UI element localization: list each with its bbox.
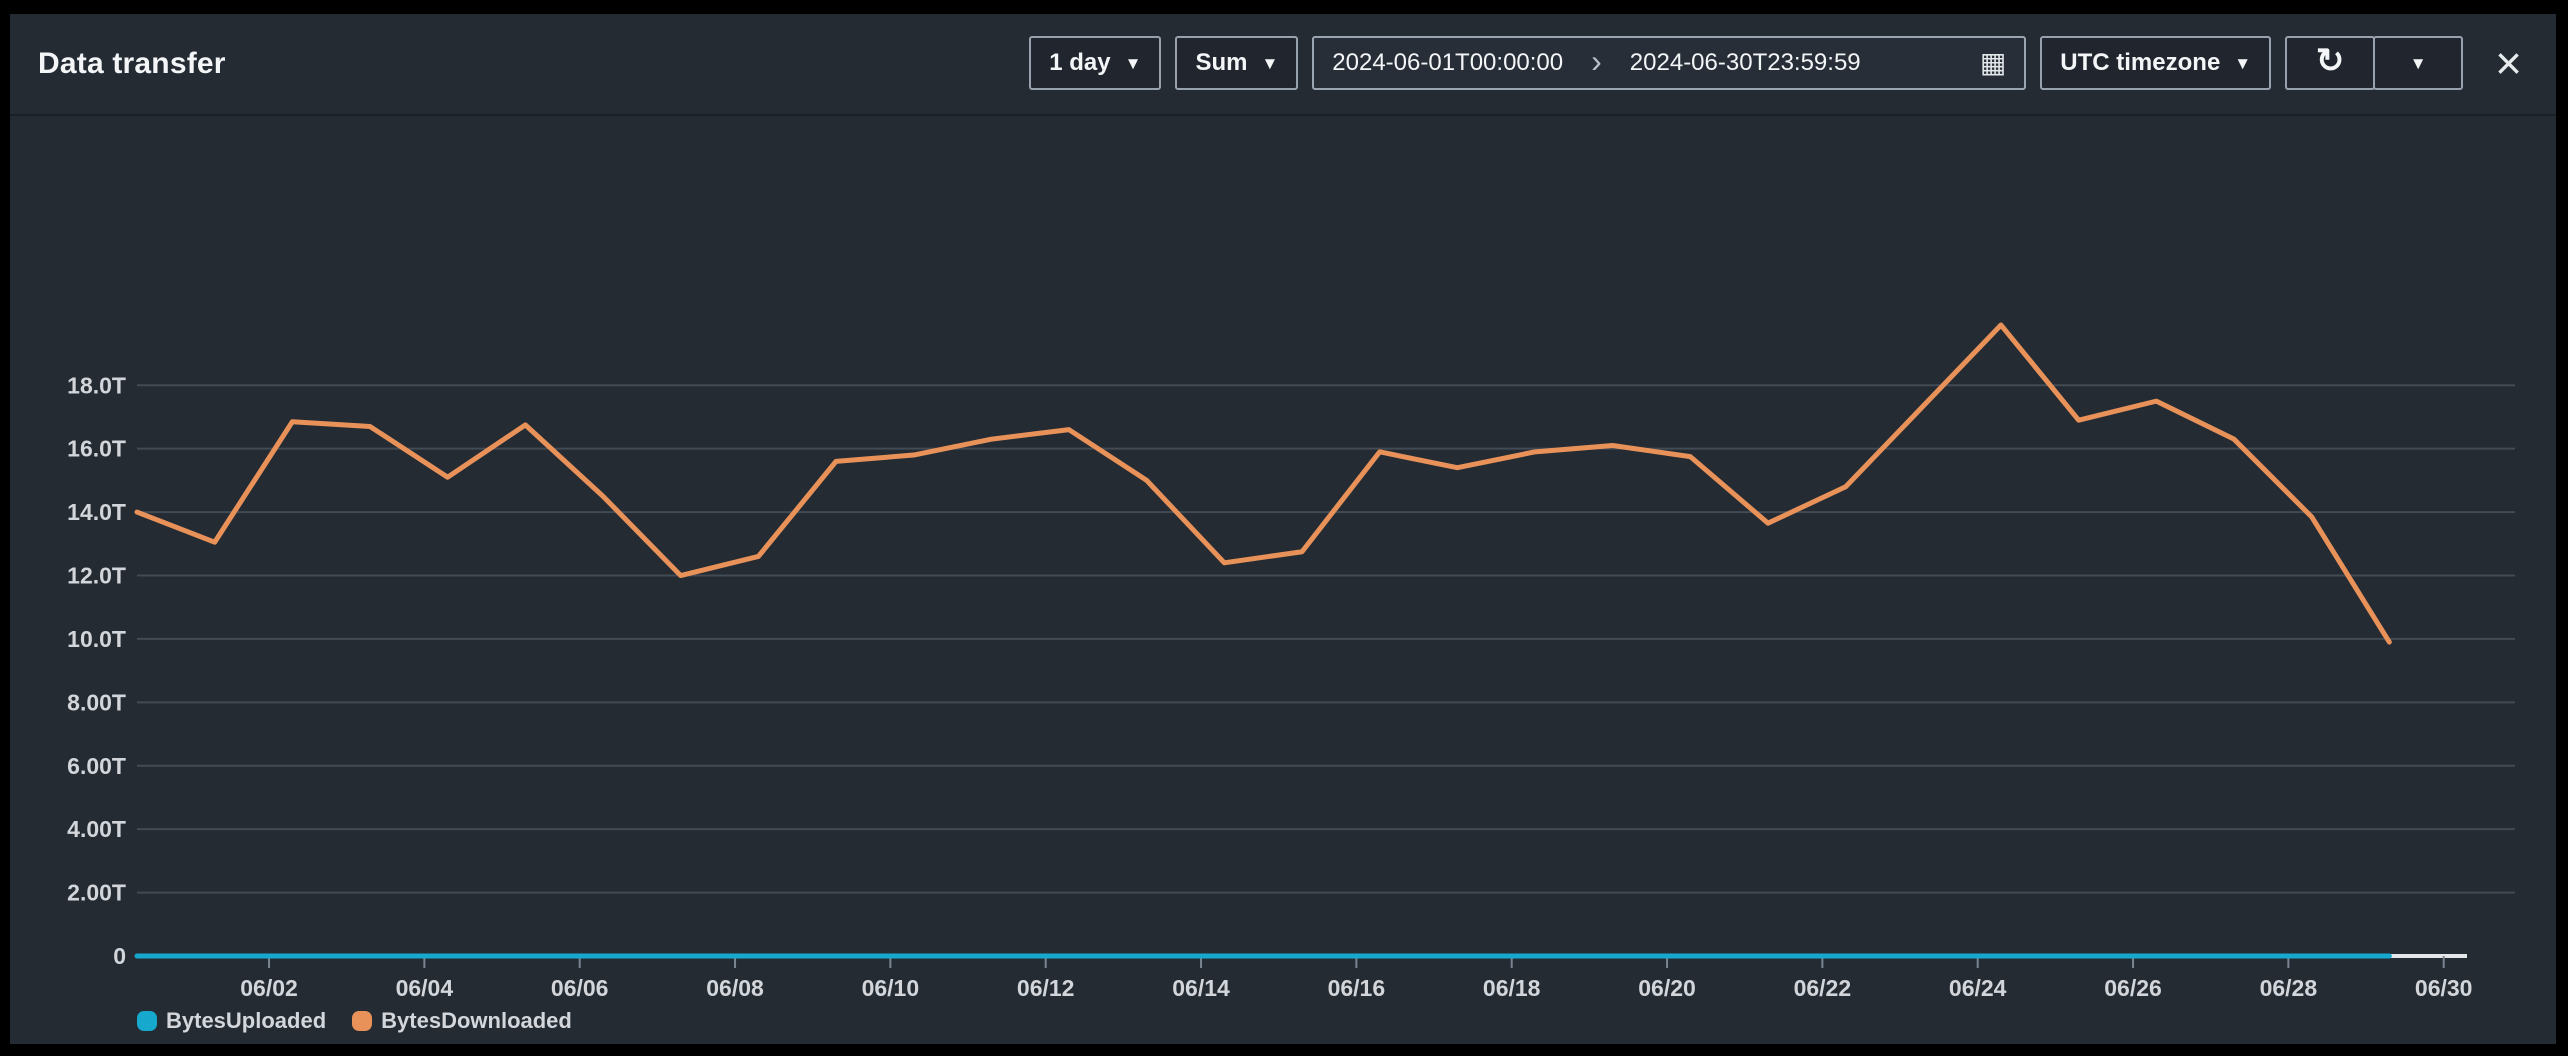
chevron-right-icon: › <box>1591 45 1602 77</box>
refresh-button[interactable]: ↻ <box>2285 36 2375 90</box>
widget-header: Data transfer 1 day ▼ Sum ▼ 2024-06-01T0… <box>10 14 2556 116</box>
close-icon: × <box>2495 37 2522 89</box>
timezone-dropdown-label: UTC timezone <box>2060 49 2220 77</box>
timezone-dropdown[interactable]: UTC timezone ▼ <box>2040 36 2271 90</box>
legend-item-bytesuploaded[interactable]: BytesUploaded <box>137 1008 326 1034</box>
header-controls: 1 day ▼ Sum ▼ 2024-06-01T00:00:00 › 2024… <box>1029 36 2528 90</box>
legend-swatch-bytesdownloaded <box>352 1011 372 1031</box>
statistic-dropdown[interactable]: Sum ▼ <box>1175 36 1298 90</box>
refresh-icon: ↻ <box>2316 44 2345 78</box>
data-transfer-widget: Data transfer 1 day ▼ Sum ▼ 2024-06-01T0… <box>10 14 2556 1044</box>
legend-label: BytesUploaded <box>166 1008 326 1034</box>
legend-item-bytesdownloaded[interactable]: BytesDownloaded <box>352 1008 572 1034</box>
caret-down-icon: ▼ <box>1261 55 1278 72</box>
legend-swatch-bytesuploaded <box>137 1011 157 1031</box>
caret-down-icon: ▼ <box>2410 55 2427 72</box>
date-range-end: 2024-06-30T23:59:59 <box>1630 49 1861 77</box>
period-dropdown[interactable]: 1 day ▼ <box>1029 36 1161 90</box>
date-range-start: 2024-06-01T00:00:00 <box>1332 49 1563 77</box>
caret-down-icon: ▼ <box>2234 55 2251 72</box>
refresh-split-button: ↻ ▼ <box>2285 36 2463 90</box>
date-range-picker[interactable]: 2024-06-01T00:00:00 › 2024-06-30T23:59:5… <box>1312 36 2026 90</box>
chart-legend: BytesUploaded BytesDownloaded <box>137 1008 572 1034</box>
period-dropdown-label: 1 day <box>1049 49 1110 77</box>
close-button[interactable]: × <box>2489 40 2528 86</box>
legend-label: BytesDownloaded <box>381 1008 572 1034</box>
caret-down-icon: ▼ <box>1125 55 1142 72</box>
statistic-dropdown-label: Sum <box>1195 49 1247 77</box>
calendar-icon: ▦ <box>1980 49 2006 77</box>
refresh-options-button[interactable]: ▼ <box>2373 36 2463 90</box>
widget-title: Data transfer <box>38 47 226 81</box>
